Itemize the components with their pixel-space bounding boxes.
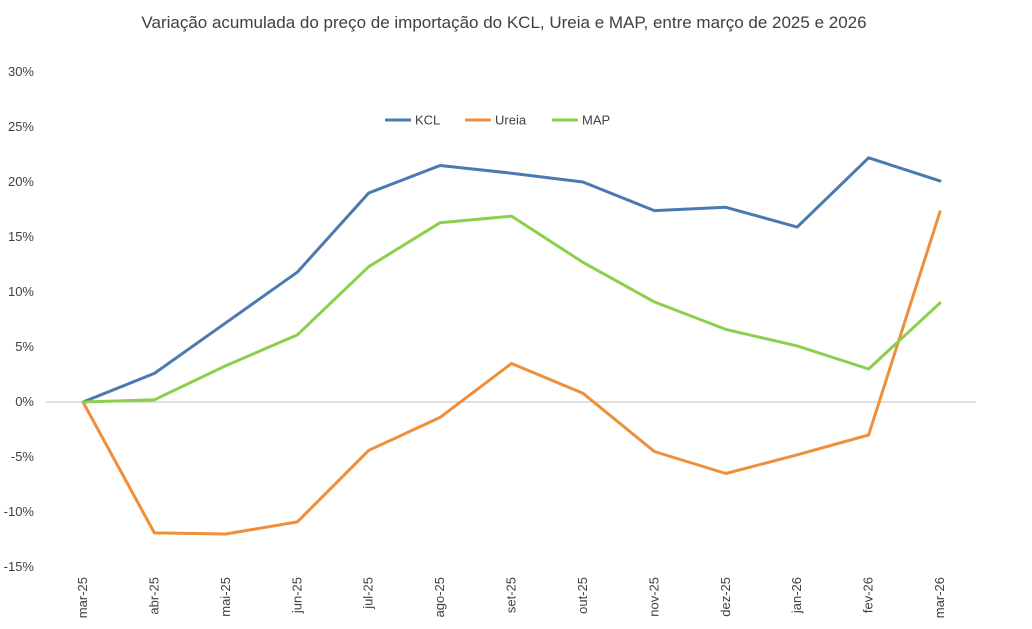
x-tick-label: jan-26 [789, 577, 804, 614]
x-tick-label: jun-25 [289, 577, 304, 614]
y-tick-label: 30% [8, 64, 34, 79]
y-tick-label: 25% [8, 119, 34, 134]
y-tick-label: 10% [8, 284, 34, 299]
x-tick-label: ago-25 [432, 577, 447, 617]
x-tick-label: nov-25 [646, 577, 661, 617]
x-tick-label: mar-25 [75, 577, 90, 618]
y-tick-label: -5% [11, 449, 35, 464]
legend: KCL Ureia MAP [385, 113, 610, 128]
x-tick-label: jul-25 [361, 577, 376, 610]
x-tick-label: mar-26 [932, 577, 947, 618]
y-tick-label: -10% [4, 504, 35, 519]
series-line-kcl [81, 156, 942, 404]
series-line-map [81, 214, 942, 404]
x-tick-label: abr-25 [146, 577, 161, 615]
x-tick-label: fev-26 [861, 577, 876, 613]
y-tick-label: 0% [15, 394, 34, 409]
x-tick-label: mai-25 [218, 577, 233, 617]
y-tick-label: 15% [8, 229, 34, 244]
y-tick-label: -15% [4, 559, 35, 574]
legend-label: KCL [415, 113, 440, 128]
x-tick-label: dez-25 [718, 577, 733, 617]
legend-label: MAP [582, 113, 610, 128]
y-tick-label: 20% [8, 174, 34, 189]
x-tick-label: set-25 [504, 577, 519, 613]
legend-label: Ureia [495, 113, 527, 128]
series-line-ureia [81, 210, 942, 536]
y-axis: -15% -10% -5% 0% 5% 10% 15% 20% 25% 30% [4, 64, 35, 574]
chart-title: Variação acumulada do preço de importaçã… [141, 13, 866, 32]
x-axis: mar-25 abr-25 mai-25 jun-25 jul-25 ago-25 set-… [46, 401, 976, 618]
x-tick-label: out-25 [575, 577, 590, 614]
series-lines [81, 156, 942, 536]
y-tick-label: 5% [15, 339, 34, 354]
